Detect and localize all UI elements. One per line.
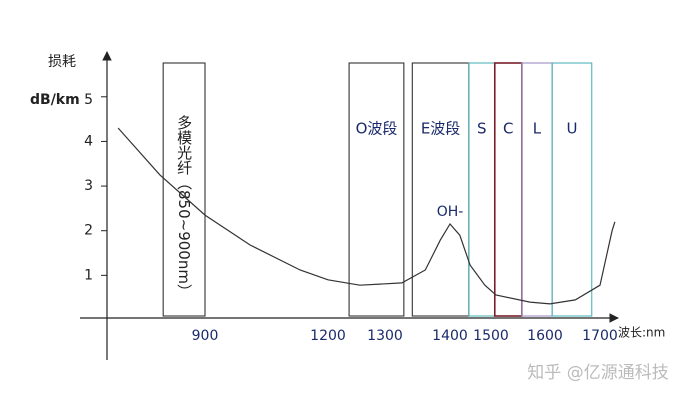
annotation: OH- (437, 204, 464, 220)
x-tick-label: 900 (192, 328, 219, 344)
x-tick-label: 1400 (432, 328, 468, 344)
x-axis-title: 波长:nm (618, 326, 665, 340)
band (411, 62, 470, 317)
band-label: E波段 (421, 120, 460, 138)
y-tick-label: 1 (84, 267, 93, 283)
band (521, 62, 553, 317)
loss-curve (117, 127, 616, 305)
x-tick-label: 1300 (367, 328, 403, 344)
band-label: C (503, 120, 513, 138)
band-label: L (533, 120, 542, 138)
y-tick-label: 4 (84, 133, 93, 149)
x-tick-label: 1200 (310, 328, 346, 344)
y-axis-unit: dB/km (30, 92, 80, 108)
band (493, 62, 523, 317)
x-tick-label: 1500 (473, 328, 509, 344)
band-label: S (477, 120, 487, 138)
band (468, 62, 496, 317)
y-tick-label: 2 (84, 223, 93, 239)
band-label: 多模光纤（850~900nm） (175, 115, 193, 299)
y-axis-title: 损耗 (48, 54, 76, 70)
y-tick-label: 5 (84, 92, 93, 108)
watermark: 知乎 @亿源通科技 (527, 363, 668, 383)
band-label: O波段 (356, 120, 398, 138)
band (348, 62, 405, 317)
band (551, 62, 593, 317)
x-tick-label: 1600 (527, 328, 563, 344)
y-tick-label: 3 (84, 178, 93, 194)
x-tick-label: 1700 (582, 328, 618, 344)
band (162, 62, 206, 317)
band-label: U (566, 120, 577, 138)
